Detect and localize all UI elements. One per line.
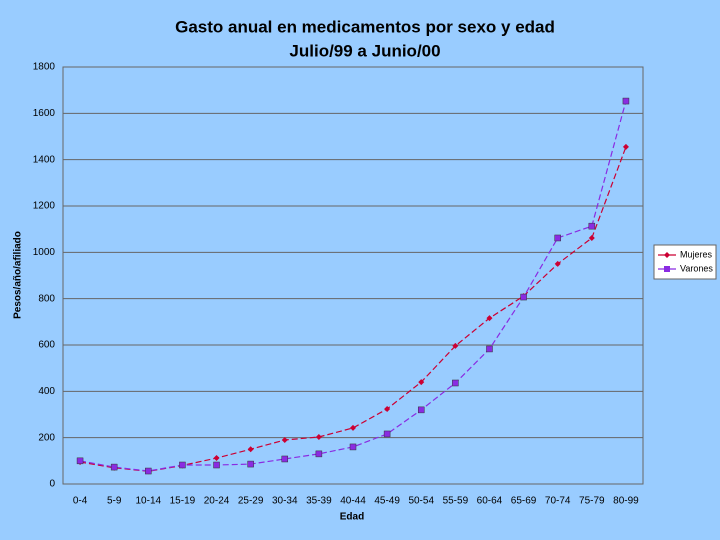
y-tick-label: 1800 <box>33 62 56 73</box>
point <box>179 461 186 469</box>
x-tick-label: 35-39 <box>306 496 332 507</box>
legend-box <box>653 244 717 280</box>
point <box>588 222 596 230</box>
y-tick-label: 800 <box>38 293 55 304</box>
point <box>281 436 288 443</box>
point <box>315 450 323 458</box>
point <box>622 143 629 150</box>
point <box>247 460 254 468</box>
x-tick-label: 25-29 <box>238 496 264 507</box>
x-tick-label: 20-24 <box>204 496 230 507</box>
point <box>452 379 459 387</box>
point <box>383 430 391 438</box>
point <box>486 315 493 322</box>
y-tick-label: 0 <box>49 479 55 490</box>
x-tick-label: 65-69 <box>511 496 537 507</box>
y-tick-label: 400 <box>38 386 55 397</box>
point <box>110 463 118 471</box>
y-axis-label: Pesos/año/afiliado <box>13 231 24 319</box>
series-line <box>79 100 627 472</box>
y-tick-label: 1600 <box>33 108 56 119</box>
point <box>622 97 630 105</box>
chart-title: Gasto anual en medicamentos por sexo y e… <box>175 17 555 36</box>
x-tick-label: 30-34 <box>272 496 298 507</box>
point <box>315 433 322 440</box>
x-tick-label: 75-79 <box>579 496 605 507</box>
x-tick-label: 10-14 <box>136 496 162 507</box>
point <box>213 455 220 462</box>
x-tick-label: 50-54 <box>408 496 434 507</box>
point <box>554 234 561 242</box>
x-tick-label: 15-19 <box>170 496 196 507</box>
point <box>349 443 357 451</box>
x-tick-label: 45-49 <box>374 496 400 507</box>
y-tick-label: 1400 <box>33 154 56 165</box>
legend-marker <box>664 266 670 272</box>
point <box>350 424 356 431</box>
legend-marker <box>664 252 670 258</box>
point <box>417 406 425 414</box>
plot-area <box>62 66 644 485</box>
point <box>247 446 254 453</box>
y-tick-label: 600 <box>38 340 55 351</box>
series-line <box>79 146 627 472</box>
legend-label: Mujeres <box>680 249 713 259</box>
point <box>384 405 391 412</box>
y-tick-label: 1000 <box>33 247 56 258</box>
point <box>452 342 459 349</box>
point <box>486 345 493 353</box>
x-tick-label: 70-74 <box>545 496 571 507</box>
point <box>418 379 425 386</box>
x-tick-label: 55-59 <box>443 496 469 507</box>
y-tick-label: 1200 <box>33 201 56 212</box>
point <box>588 234 595 241</box>
point <box>554 260 561 267</box>
y-tick-label: 200 <box>38 432 55 443</box>
x-tick-label: 5-9 <box>107 496 122 507</box>
x-axis-label: Edad <box>340 512 364 523</box>
legend-label: Varones <box>680 263 713 273</box>
point <box>281 455 289 463</box>
x-tick-label: 40-44 <box>340 496 366 507</box>
point <box>76 457 84 465</box>
x-tick-label: 60-64 <box>477 496 503 507</box>
point <box>145 467 152 475</box>
x-tick-label: 0-4 <box>73 496 88 507</box>
point <box>213 461 220 469</box>
chart-subtitle: Julio/99 a Junio/00 <box>289 41 440 60</box>
point <box>520 293 527 301</box>
x-tick-label: 80-99 <box>613 496 639 507</box>
